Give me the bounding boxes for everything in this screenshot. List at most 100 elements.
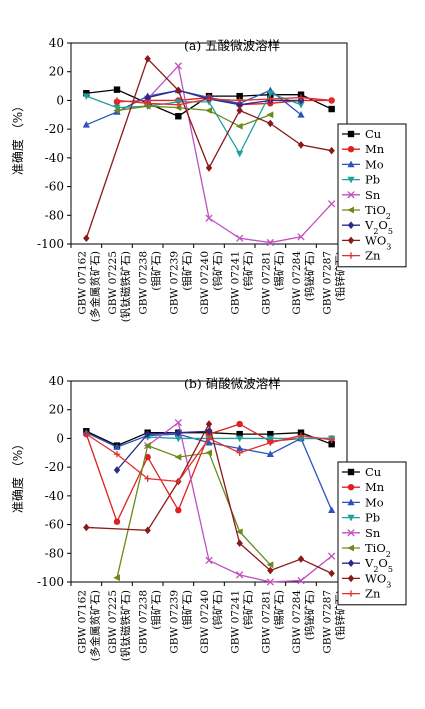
data-point: [113, 104, 121, 112]
legend-item: WO3: [342, 571, 391, 589]
x-category-code: GBW 07284: [291, 251, 303, 315]
data-point: [174, 435, 182, 443]
x-category-sub: (多金属贫矿石): [88, 251, 101, 322]
legend-marker: [347, 529, 355, 537]
series-line: [116, 430, 210, 471]
y-tick-label: -40: [45, 151, 64, 165]
legend-marker: [347, 590, 355, 597]
x-category-code: GBW 07162: [76, 590, 88, 654]
legend-marker: [347, 559, 355, 567]
x-category-sub: (钨铋矿石): [303, 590, 316, 640]
legend-item: Mo: [342, 157, 384, 171]
legend-item: V2O5: [342, 218, 393, 236]
x-category-code: GBW 07240: [199, 590, 211, 654]
legend-item: TiO2: [342, 203, 391, 221]
y-tick-label: 0: [56, 431, 64, 445]
x-category-code: GBW 07238: [138, 590, 150, 654]
data-point: [297, 435, 305, 443]
legend-label: V2O5: [364, 218, 393, 236]
x-category-sub: (钼矿石): [180, 251, 193, 291]
x-category-sub: (锡矿石): [272, 251, 285, 291]
legend-label: V2O5: [364, 556, 393, 574]
data-point: [297, 94, 305, 101]
series-line: [116, 105, 271, 127]
series-sn: [144, 62, 336, 247]
series-zn: [113, 94, 335, 108]
legend-marker: [347, 252, 355, 259]
legend-item: Pb: [342, 511, 380, 525]
data-point: [297, 233, 305, 241]
legend-marker: [347, 146, 355, 153]
legend-item: Sn: [342, 526, 381, 540]
data-point: [82, 93, 90, 100]
data-point: [113, 574, 120, 582]
legend-marker: [347, 221, 355, 229]
legend-label: WO3: [365, 233, 391, 251]
legend-marker: [347, 236, 355, 245]
x-category-sub: (钼矿石): [150, 251, 163, 291]
x-category-sub: (锡矿石): [272, 590, 285, 630]
data-point: [236, 150, 244, 158]
series-wo: [83, 420, 335, 578]
data-point: [236, 430, 243, 438]
legend-item: WO3: [342, 233, 391, 251]
x-category-sub: (钼矿石): [180, 590, 193, 630]
data-point: [297, 141, 305, 149]
legend-label: TiO2: [365, 541, 391, 559]
data-point: [266, 578, 274, 586]
legend-item: Cu: [342, 465, 381, 479]
plot-frame: [70, 42, 348, 245]
legend-marker: [347, 468, 355, 476]
data-point: [297, 110, 305, 118]
legend-marker: [347, 176, 355, 184]
series-v: [144, 86, 305, 109]
x-category-code: GBW 07162: [76, 251, 88, 315]
series-sn: [144, 418, 336, 586]
data-point: [83, 430, 90, 438]
data-point: [236, 539, 243, 548]
series-line: [116, 96, 332, 106]
y-axis-label: 准确度 （%）: [10, 438, 25, 513]
x-category-code: GBW 07284: [291, 590, 303, 654]
data-point: [144, 526, 151, 535]
legend-item: Sn: [342, 188, 381, 202]
legend-label: Zn: [365, 249, 381, 263]
x-category-code: GBW 07239: [168, 251, 180, 315]
data-point: [236, 106, 243, 115]
series-wo: [83, 54, 335, 243]
data-point: [113, 107, 120, 114]
chart-panel-b: 40 20 0 -20 -40 -60 -80 -100 准确度 （%） (b) 硝酸微波溶样 GB…: [10, 374, 407, 661]
y-tick-label: -100: [37, 237, 64, 251]
data-point: [143, 442, 151, 450]
legend-item: Mo: [342, 495, 384, 509]
x-category-code: GBW 07225: [107, 590, 119, 654]
data-point: [144, 100, 151, 107]
data-point: [297, 101, 305, 109]
data-point: [236, 444, 244, 452]
data-point: [205, 556, 213, 565]
data-point: [82, 121, 90, 128]
data-point: [83, 234, 90, 243]
data-point: [175, 428, 182, 437]
data-point: [175, 507, 182, 514]
legend-label: Pb: [365, 173, 380, 187]
legend-label: Mn: [365, 480, 385, 494]
legend-marker: [347, 574, 355, 583]
data-point: [328, 200, 336, 208]
data-point: [236, 234, 244, 242]
legend-marker: [347, 514, 355, 522]
data-point: [297, 576, 305, 585]
y-tick-label: 20: [49, 403, 64, 417]
data-point: [144, 453, 151, 461]
legend-label: Zn: [365, 587, 381, 601]
data-point: [266, 90, 274, 98]
data-point: [267, 439, 274, 446]
x-category-code: GBW 07281: [260, 590, 272, 654]
data-point: [205, 427, 213, 436]
legend-item: Mn: [342, 142, 385, 156]
x-category-code: GBW 07241: [230, 590, 242, 654]
x-category-code: GBW 07239: [168, 590, 180, 654]
